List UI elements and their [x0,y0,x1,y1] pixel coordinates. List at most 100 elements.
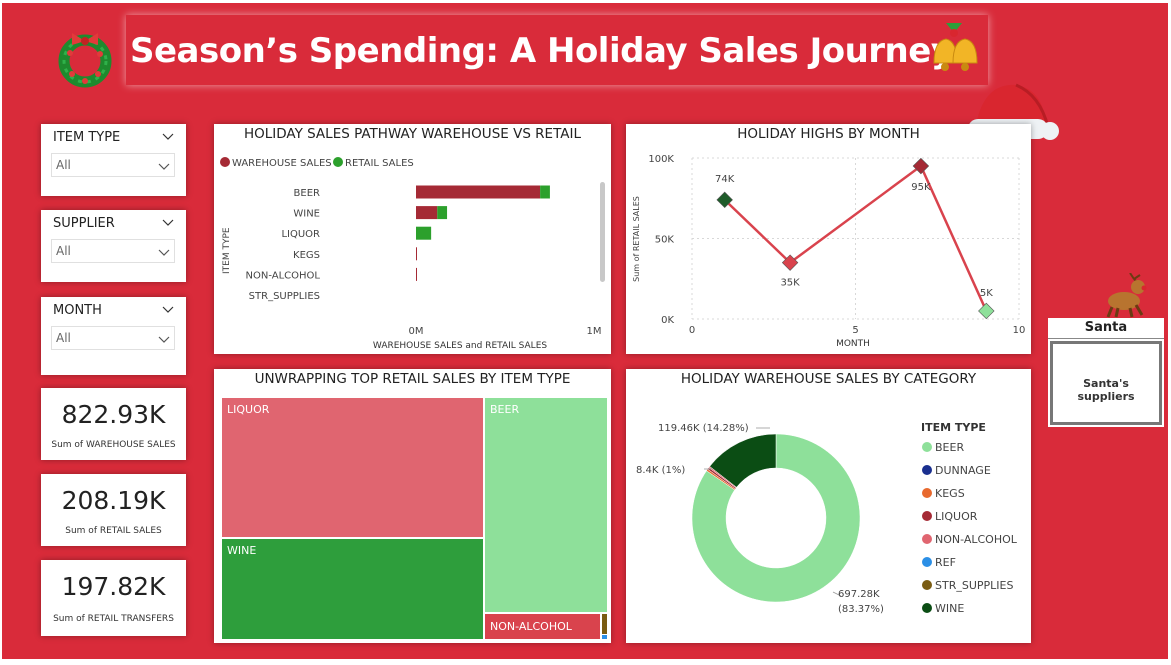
legend-item: LIQUOR [935,510,978,523]
data-label: 95K [911,182,931,193]
category-label: NON-ALCOHOL [246,270,321,281]
legend-marker [922,603,932,613]
chart-treemap[interactable]: UNWRAPPING TOP RETAIL SALES BY ITEM TYPE… [214,369,611,643]
data-label: 5K [980,288,993,299]
chart-pathway[interactable]: HOLIDAY SALES PATHWAY WAREHOUSE VS RETAI… [214,124,611,354]
treemap-tile-small[interactable] [602,635,607,639]
legend-marker [922,465,932,475]
chart-donut[interactable]: HOLIDAY WAREHOUSE SALES BY CATEGORY 119.… [626,369,1031,643]
slicer-month[interactable]: MONTH All [41,297,186,375]
data-label: 35K [780,278,800,289]
tile-label: NON-ALCOHOL [490,620,572,633]
slicer-label: MONTH [53,303,102,318]
slicer-item-type[interactable]: ITEM TYPE All [41,124,186,196]
series-line[interactable] [723,164,988,312]
page-title: Season’s Spending: A Holiday Sales Journ… [130,31,953,71]
x-tick-label: 0M [409,326,424,337]
bells-icon [924,19,986,77]
reindeer-icon [1100,272,1156,319]
leader-line [832,591,842,597]
category-label: WINE [293,209,320,220]
card-value: 208.19K [61,486,166,515]
donut-chart-svg[interactable]: 119.46K (14.28%) 8.4K (1%) 697.28K (83.3… [626,369,1031,643]
slicer-dropdown[interactable]: All [51,239,175,263]
legend-item: BEER [935,441,964,454]
bar-chart-svg[interactable]: WAREHOUSE SALES RETAIL SALES ITEM TYPE W… [214,124,611,354]
santa-panel: Santa Santa's suppliers [1048,318,1164,427]
legend-marker [922,534,932,544]
report-canvas: Season’s Spending: A Holiday Sales Journ… [2,3,1168,659]
slice-beer[interactable] [691,433,861,603]
legend-retail-marker [333,157,343,167]
treemap-tile-liquor[interactable]: LIQUOR [222,398,483,537]
chevron-down-icon [158,336,170,343]
bar-liquor-retail[interactable] [416,226,432,240]
card-label: Sum of RETAIL SALES [65,526,162,536]
tile-label: BEER [490,403,520,416]
chart-title: HOLIDAY WAREHOUSE SALES BY CATEGORY [680,371,977,387]
bar-kegs-warehouse[interactable] [416,247,417,261]
card-value: 822.93K [61,400,166,429]
card-value: 197.82K [61,572,166,601]
chevron-down-icon[interactable] [162,130,174,142]
chevron-down-icon [158,163,170,170]
slice-label-small: 8.4K (1%) [636,465,685,476]
y-tick-label: 100K [648,154,674,165]
category-label: KEGS [293,250,320,261]
slice-label-wine: 119.46K (14.28%) [658,423,749,434]
chart-highs[interactable]: HOLIDAY HIGHS BY MONTH Sum of RETAIL SAL… [626,124,1031,354]
tile-label: WINE [227,544,257,557]
scrollbar[interactable] [600,182,605,282]
slicer-value: All [56,244,71,258]
legend-item: DUNNAGE [935,464,991,477]
santa-suppliers-button[interactable]: Santa's suppliers [1050,341,1162,425]
y-axis-label: ITEM TYPE [222,227,232,274]
legend-retail: RETAIL SALES [345,158,414,169]
data-point[interactable] [912,157,930,175]
chevron-down-icon[interactable] [162,216,174,228]
treemap-tile-beer[interactable]: BEER [485,398,607,612]
x-tick-label: 5 [852,325,858,336]
card-warehouse-sales: 822.93K Sum of WAREHOUSE SALES [41,388,186,460]
card-retail-sales: 208.19K Sum of RETAIL SALES [41,474,186,546]
card-label: Sum of RETAIL TRANSFERS [53,614,174,624]
treemap-tile-wine[interactable]: WINE [222,539,483,639]
y-tick-label: 50K [655,235,675,246]
legend-item: NON-ALCOHOL [935,533,1018,546]
bar-wine-retail[interactable] [437,206,448,220]
legend-marker [922,442,932,452]
slicer-dropdown[interactable]: All [51,153,175,177]
x-axis-label: MONTH [836,339,870,349]
data-point[interactable] [781,254,799,271]
treemap-tile-small[interactable] [602,614,607,634]
tile-label: LIQUOR [227,403,270,416]
data-point[interactable] [978,302,995,320]
slicer-label: SUPPLIER [53,216,115,231]
bar-beer-retail[interactable] [540,185,550,199]
legend-title: ITEM TYPE [921,421,986,434]
data-point[interactable] [716,191,733,209]
card-label: Sum of WAREHOUSE SALES [51,440,176,450]
x-tick-label: 10 [1013,325,1026,336]
x-tick-label: 0 [689,325,695,336]
category-label: STR_SUPPLIES [249,291,320,302]
y-tick-label: 0K [661,315,674,326]
treemap-tile-non-alcohol[interactable]: NON-ALCOHOL [485,614,600,639]
bar-wine-warehouse[interactable] [416,206,438,220]
slicer-value: All [56,158,71,172]
slicer-supplier[interactable]: SUPPLIER All [41,210,186,282]
legend-item: STR_SUPPLIES [935,579,1013,592]
slicer-dropdown[interactable]: All [51,326,175,350]
bar-beer-warehouse[interactable] [416,185,541,199]
slice-wine[interactable] [709,433,777,488]
chevron-down-icon[interactable] [162,303,174,315]
bar-non-alcohol-warehouse[interactable] [416,267,417,281]
wreath-icon [56,28,114,88]
legend-marker [922,580,932,590]
card-retail-transfers: 197.82K Sum of RETAIL TRANSFERS [41,560,186,636]
chart-title: UNWRAPPING TOP RETAIL SALES BY ITEM TYPE [254,371,571,387]
legend: WAREHOUSE SALES RETAIL SALES [220,157,414,169]
slicer-label: ITEM TYPE [53,130,121,145]
slice-label-beer: 697.28K [838,589,880,600]
